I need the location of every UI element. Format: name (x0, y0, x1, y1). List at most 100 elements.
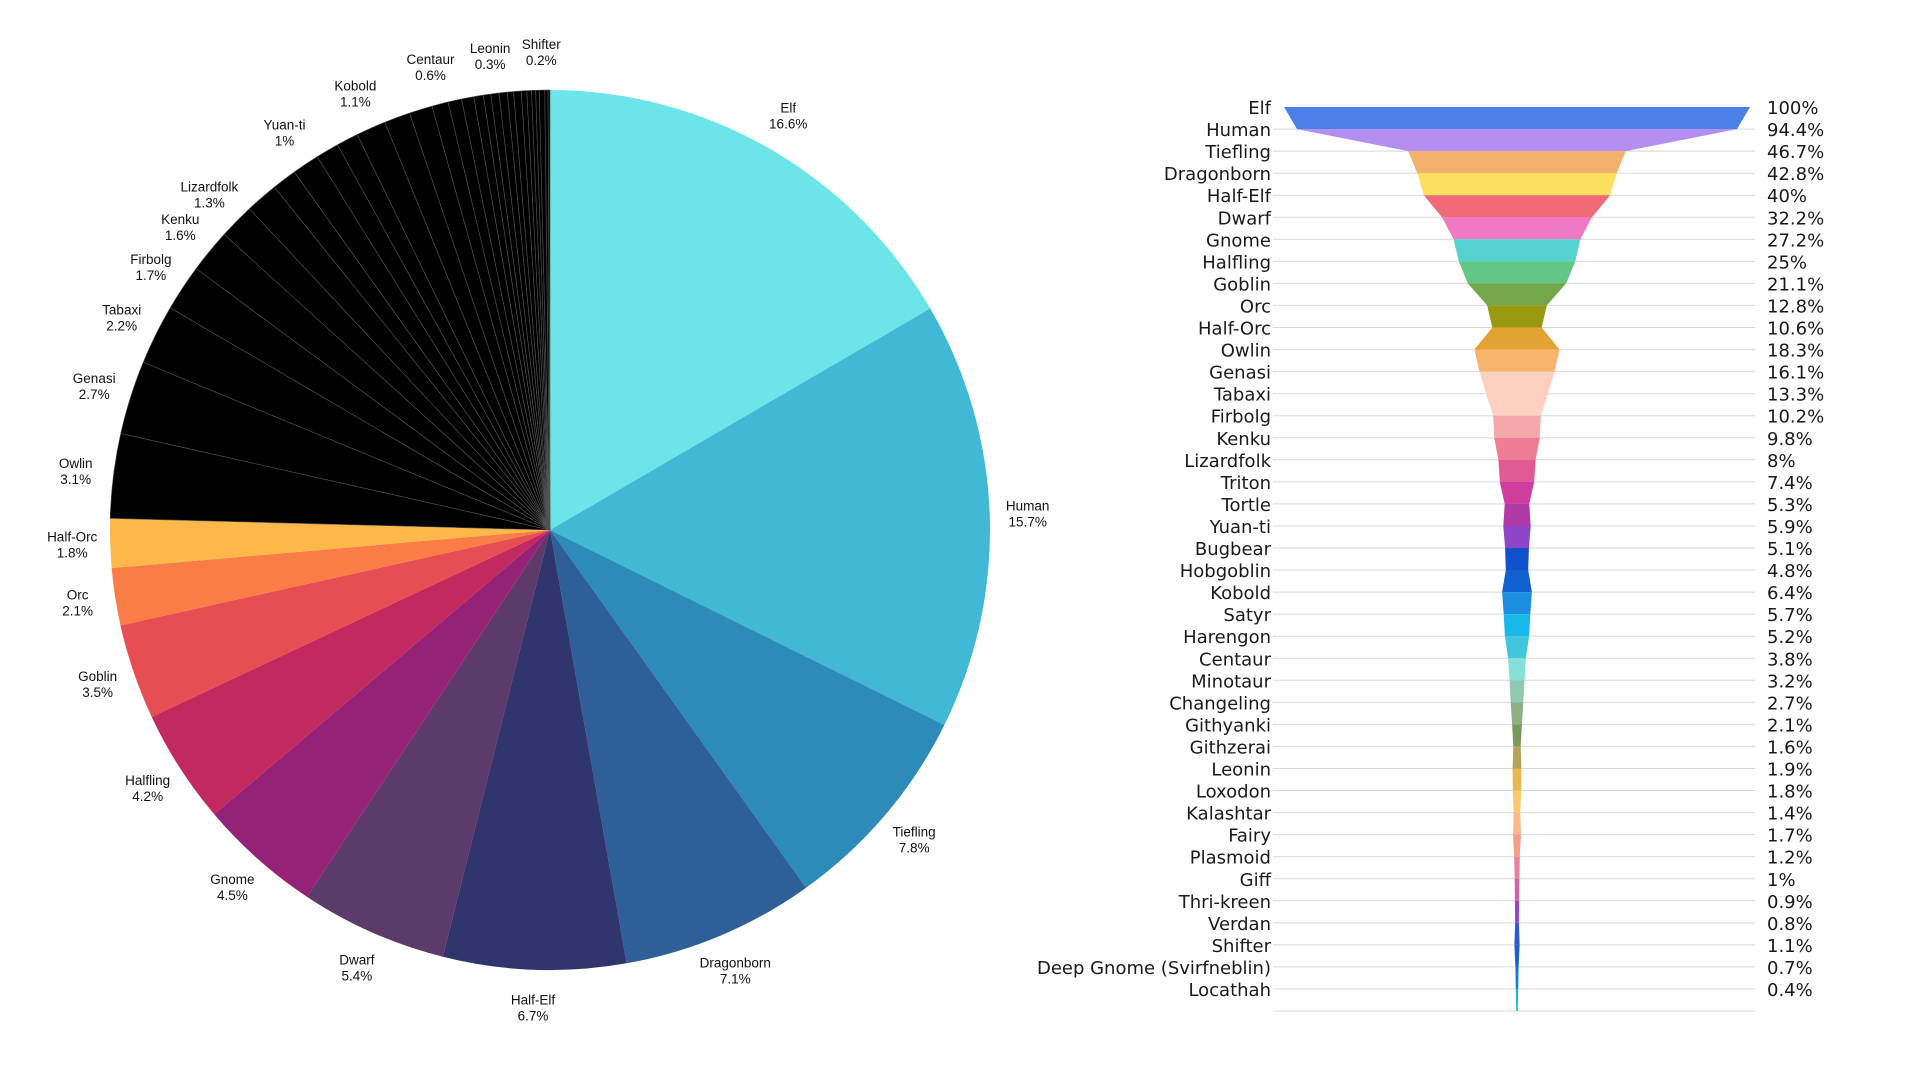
funnel-value-label: 9.8% (1767, 429, 1813, 450)
funnel-labels: Elf 100% Human 94.4% Tiefling 46.7% Dragonborn… (1037, 98, 1824, 1001)
funnel-segment-owlin (1474, 349, 1560, 372)
funnel-segment-half-elf (1423, 195, 1611, 218)
funnel-category-label: Centaur (1199, 649, 1272, 670)
pie-value-label: 1.6% (165, 228, 196, 243)
funnel-category-label: Human (1206, 120, 1271, 141)
pie-value-label: 1.7% (136, 268, 167, 283)
funnel-segment-tortle (1503, 503, 1531, 526)
funnel-category-label: Fairy (1228, 826, 1271, 847)
funnel-category-label: Genasi (1209, 363, 1271, 384)
funnel-category-label: Kobold (1210, 583, 1271, 604)
pie-label: Centaur (406, 52, 455, 67)
funnel-segment-harengon (1504, 636, 1530, 659)
pie-value-label: 1.1% (340, 94, 371, 109)
funnel-segment-githyanki (1512, 724, 1522, 747)
funnel-category-label: Half-Elf (1207, 186, 1272, 207)
pie-value-label: 5.4% (342, 968, 373, 983)
funnel-segment-yuan-ti (1503, 526, 1531, 548)
funnel-value-label: 3.2% (1767, 671, 1813, 692)
funnel-category-label: Tabaxi (1213, 385, 1271, 406)
pie-value-label: 4.5% (217, 888, 248, 903)
funnel-value-label: 1.9% (1767, 760, 1813, 781)
funnel-value-label: 12.8% (1767, 297, 1824, 318)
pie-label: Human (1006, 499, 1050, 514)
funnel-segment-genasi (1479, 371, 1555, 394)
funnel-value-label: 10.6% (1767, 319, 1824, 340)
funnel-category-label: Lizardfolk (1184, 451, 1271, 472)
funnel-category-label: Loxodon (1196, 782, 1271, 803)
pie-value-label: 4.2% (132, 789, 163, 804)
pie-value-label: 3.1% (60, 472, 91, 487)
funnel-value-label: 0.4% (1767, 980, 1813, 1001)
funnel-value-label: 5.9% (1767, 517, 1813, 538)
funnel-category-label: Yuan-ti (1209, 517, 1271, 538)
funnel-category-label: Orc (1240, 297, 1271, 318)
pie-label: Owlin (59, 456, 93, 471)
pie-slice-tiefling (550, 530, 945, 888)
pie-label: Yuan-ti (263, 118, 305, 133)
funnel-segment-tabaxi (1486, 393, 1548, 416)
pie-label: Tiefling (893, 825, 936, 840)
pie-label: Goblin (78, 669, 117, 684)
funnel-value-label: 0.8% (1767, 914, 1813, 935)
funnel-category-label: Verdan (1208, 914, 1271, 935)
funnel-category-label: Githzerai (1190, 738, 1271, 759)
funnel-value-label: 100% (1767, 98, 1818, 119)
funnel-segment-goblin (1467, 283, 1567, 306)
pie-slice-goblin (120, 530, 550, 717)
funnel-value-label: 1.6% (1767, 738, 1813, 759)
funnel-value-label: 1.8% (1767, 782, 1813, 803)
pie-label: Kobold (334, 78, 376, 93)
pie-value-label: 0.2% (526, 53, 557, 68)
funnel-value-label: 27.2% (1767, 230, 1824, 251)
funnel-category-label: Tortle (1221, 495, 1271, 516)
funnel-category-label: Elf (1248, 98, 1271, 119)
funnel-value-label: 2.1% (1767, 715, 1813, 736)
funnel-category-label: Leonin (1211, 760, 1271, 781)
funnel-value-label: 25% (1767, 252, 1807, 273)
funnel-category-label: Gnome (1206, 230, 1271, 251)
pie-value-label: 16.6% (769, 117, 807, 132)
funnel-value-label: 42.8% (1767, 164, 1824, 185)
funnel-category-label: Thri-kreen (1178, 892, 1271, 913)
funnel-category-label: Owlin (1221, 341, 1271, 362)
pie-slice-dragonborn (550, 530, 807, 964)
funnel-segment-loxodon (1512, 790, 1522, 813)
funnel-segment-human (1297, 129, 1737, 152)
funnel-value-label: 1.1% (1767, 936, 1813, 957)
funnel-segment-triton (1499, 481, 1535, 504)
funnel-category-label: Firbolg (1211, 407, 1271, 428)
pie-label: Tabaxi (102, 303, 141, 318)
funnel-value-label: 5.3% (1767, 495, 1813, 516)
pie-slices (109, 89, 991, 971)
pie-slice-locathah (547, 89, 551, 531)
funnel-segment-orc (1487, 305, 1547, 328)
pie-slice-human (550, 308, 991, 726)
funnel-value-label: 21.1% (1767, 274, 1824, 295)
funnel-segment-leonin (1512, 768, 1522, 791)
funnel-value-label: 4.8% (1767, 561, 1813, 582)
funnel-segment-firbolg (1493, 415, 1541, 438)
funnel-value-label: 3.8% (1767, 649, 1813, 670)
funnel-value-label: 5.7% (1767, 605, 1813, 626)
pie-label: Halfling (125, 773, 170, 788)
funnel-segment-hobgoblin (1502, 570, 1532, 593)
pie-slice-dwarf (306, 530, 550, 957)
funnel-segment-giff (1514, 878, 1520, 901)
pie-label: Shifter (522, 37, 562, 52)
funnel-category-label: Bugbear (1195, 539, 1272, 560)
funnel-value-label: 13.3% (1767, 385, 1824, 406)
funnel-category-label: Kalashtar (1186, 804, 1271, 825)
pie-value-label: 2.7% (79, 387, 110, 402)
funnel-value-label: 32.2% (1767, 208, 1824, 229)
funnel-category-label: Deep Gnome (Svirfneblin) (1037, 958, 1271, 979)
funnel-category-label: Satyr (1223, 605, 1271, 626)
funnel-category-label: Minotaur (1191, 671, 1271, 692)
funnel-segment-deep-gnome-svirfneblin- (1515, 967, 1519, 989)
funnel-segment-kalashtar (1513, 812, 1521, 835)
pie-value-label: 7.8% (899, 841, 930, 856)
funnel-category-label: Githyanki (1185, 715, 1271, 736)
funnel-category-label: Dragonborn (1164, 164, 1271, 185)
pie-value-label: 0.6% (415, 68, 446, 83)
